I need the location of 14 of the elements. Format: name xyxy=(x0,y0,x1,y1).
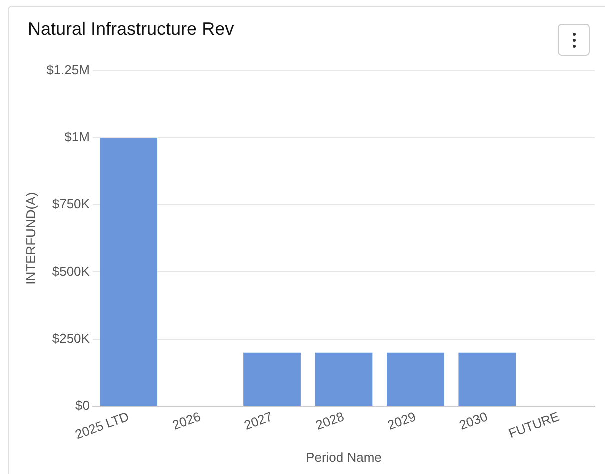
x-tick-label: 2028 xyxy=(314,408,346,433)
y-tick-label: $1M xyxy=(64,130,90,145)
x-tick-label: 2029 xyxy=(386,408,418,433)
x-axis-title: Period Name xyxy=(306,450,382,465)
y-tick-label: $250K xyxy=(52,330,90,346)
y-tick-label: $750K xyxy=(52,196,90,212)
y-tick-label: $1.25M xyxy=(46,62,90,78)
chart-title: Natural Infrastructure Rev xyxy=(28,19,234,40)
x-tick-label: 2030 xyxy=(457,408,490,433)
x-tick-label: 2027 xyxy=(242,408,275,433)
y-axis-title: INTERFUND(A) xyxy=(23,192,38,285)
x-tick-label: 2026 xyxy=(170,408,203,433)
y-tick-label: $500K xyxy=(52,264,90,279)
y-tick-label: $0 xyxy=(75,398,90,414)
